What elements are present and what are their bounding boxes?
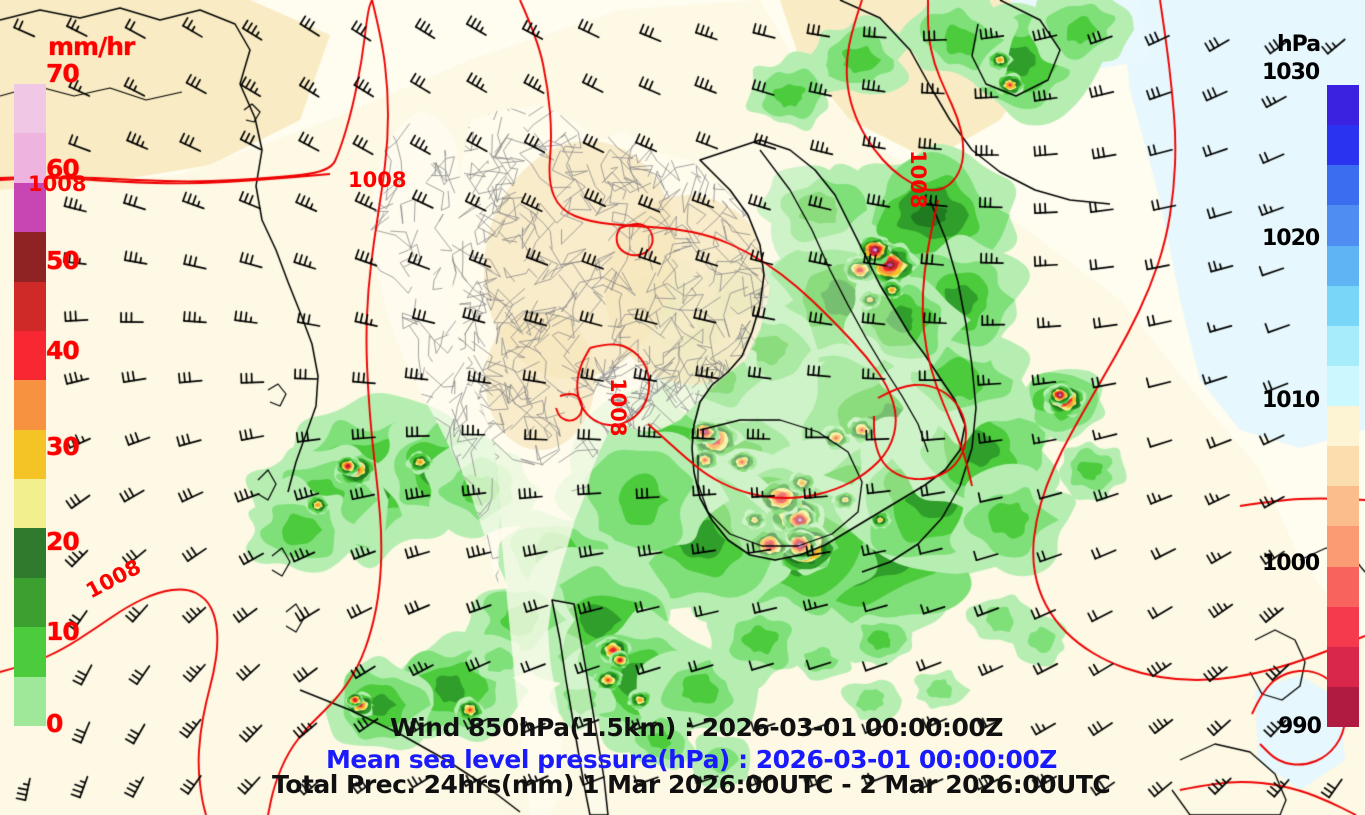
colorbar-swatch (14, 133, 46, 183)
colorbar-swatch (1327, 646, 1359, 687)
pressure-tick-label: 990 (1278, 714, 1322, 739)
colorbar-swatch (1327, 245, 1359, 286)
colorbar-swatch (14, 380, 46, 430)
colorbar-swatch (1327, 285, 1359, 326)
colorbar-swatch (14, 676, 46, 726)
precip-tick-label: 30 (46, 432, 80, 461)
colorbar-swatch (1327, 125, 1359, 166)
colorbar-swatch (14, 479, 46, 529)
colorbar-swatch (14, 330, 46, 381)
colorbar-swatch (1327, 406, 1359, 447)
pressure-tick-label: 1020 (1262, 226, 1320, 251)
colorbar-swatch (1327, 686, 1359, 727)
colorbar-swatch (1327, 165, 1359, 206)
precip-tick-label: 50 (46, 246, 80, 275)
colorbar-swatch (1327, 526, 1359, 567)
isobar-label: 1008 (348, 168, 407, 192)
colorbar-swatch (1327, 566, 1359, 607)
colorbar-swatch (1327, 365, 1359, 406)
colorbar-swatch (14, 429, 46, 479)
colorbar-swatch (1327, 325, 1359, 366)
precip-colorbar (14, 84, 46, 726)
colorbar-swatch (1327, 606, 1359, 647)
colorbar-swatch (1327, 85, 1359, 126)
colorbar-swatch (14, 281, 46, 331)
precip-tick-label: 40 (46, 336, 80, 365)
isobar-label: 1008 (606, 378, 630, 437)
precip-tick-label: 70 (46, 59, 80, 88)
colorbar-swatch (1327, 446, 1359, 487)
caption-mslp: Mean sea level pressure(hPa) : 2026-03-0… (326, 745, 1057, 774)
pressure-tick-label: 1010 (1262, 388, 1320, 413)
isobar-label: 1008 (28, 172, 87, 196)
precip-tick-label: 60 (46, 154, 80, 183)
colorbar-swatch (14, 182, 46, 233)
colorbar-swatch (14, 232, 46, 282)
precip-tick-label: 20 (46, 527, 80, 556)
pressure-colorbar (1327, 85, 1359, 727)
isobar-label: 1008 (906, 150, 930, 209)
precip-tick-label: 10 (46, 617, 80, 646)
pressure-tick-label: 1000 (1262, 551, 1320, 576)
caption-wind: Wind 850hPa(1.5km) : 2026-03-01 00:00:00… (390, 713, 1003, 742)
colorbar-swatch (14, 627, 46, 677)
precip-tick-label: 0 (46, 709, 63, 738)
caption-precip: Total Prec. 24hrs(mm) 1 Mar 2026:00UTC -… (272, 770, 1111, 799)
colorbar-swatch (1327, 486, 1359, 527)
pressure-tick-label: 1030 (1262, 60, 1320, 85)
colorbar-swatch (14, 528, 46, 578)
pressure-colorbar-unit: hPa (1277, 32, 1321, 57)
precip-colorbar-unit: mm/hr (48, 32, 135, 61)
colorbar-swatch (1327, 205, 1359, 246)
colorbar-swatch (14, 577, 46, 628)
colorbar-swatch (14, 84, 46, 134)
